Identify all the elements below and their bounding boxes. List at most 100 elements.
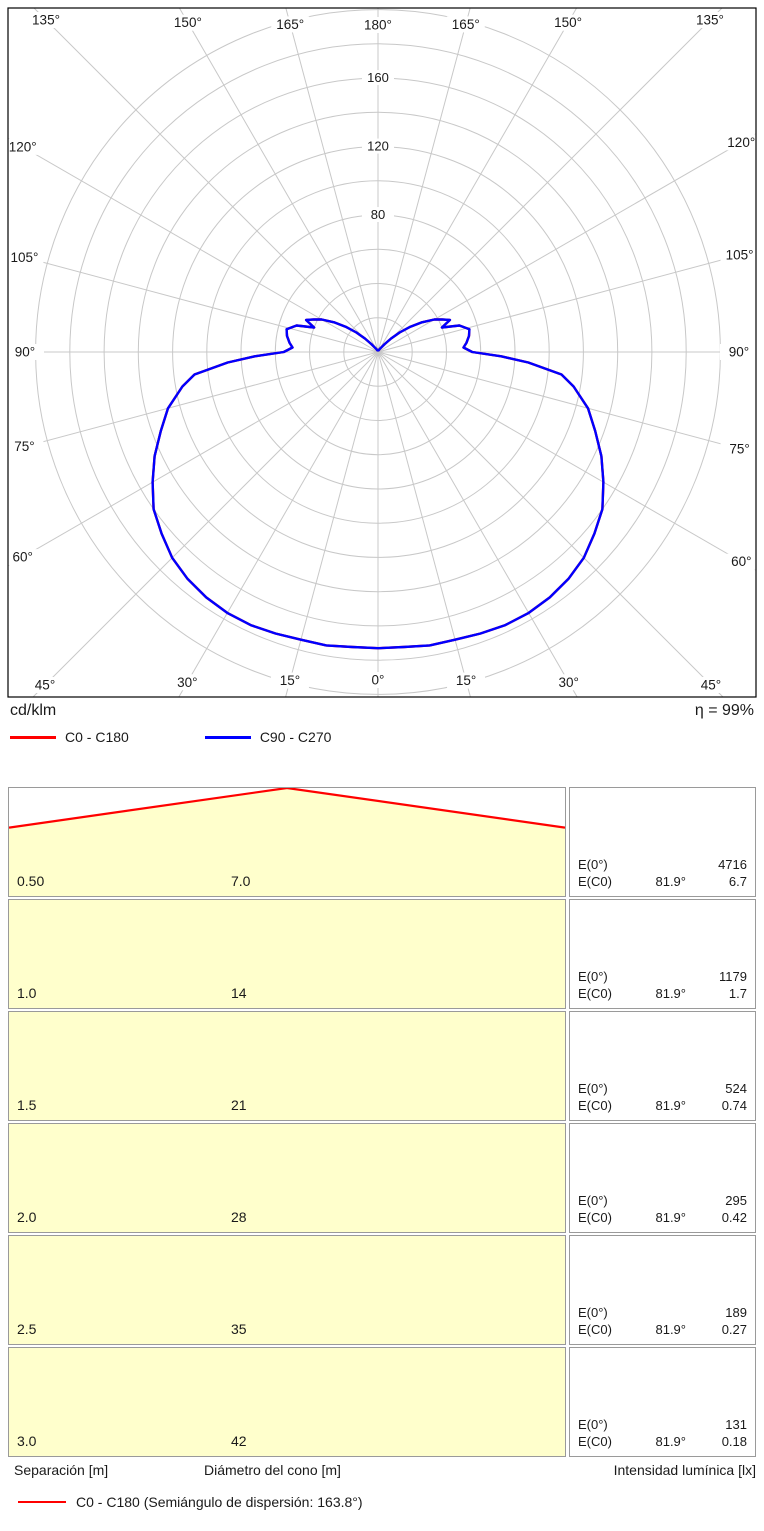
e0-value: 131 [725, 1417, 747, 1432]
efficiency-label: η = 99% [694, 702, 754, 719]
ec0-line: E(C0) 81.9° 0.42 [578, 1209, 747, 1226]
e0-label: E(0°) [578, 857, 608, 872]
angle-tick-label: 90° [729, 345, 749, 360]
ec0-label: E(C0) [578, 874, 612, 889]
radial-tick-label: 120 [367, 139, 389, 154]
c90-c270-curve [151, 318, 605, 650]
angle-tick-label: 15° [456, 673, 476, 688]
cone-table-row-5: 2.5 35 E(0°) 189 E(C0) 81.9° 0.27 [8, 1235, 756, 1345]
angle-tick-label: 75° [14, 439, 34, 454]
cone-table-row-6: 3.0 42 E(0°) 131 E(C0) 81.9° 0.18 [8, 1347, 756, 1457]
e0-label: E(0°) [578, 969, 608, 984]
e0-line: E(0°) 189 [578, 1304, 747, 1321]
c0-c180-line-swatch [10, 735, 56, 739]
e0-angle [624, 856, 686, 873]
e0-line: E(0°) 4716 [578, 856, 747, 873]
radial-tick-label: 80 [371, 207, 385, 222]
ec0-angle: 81.9° [655, 1434, 686, 1449]
e0-label: E(0°) [578, 1193, 608, 1208]
cone-apex-drawing [9, 788, 565, 896]
angle-tick-label: 60° [731, 554, 751, 569]
cone-diameter-value: 21 [231, 1097, 247, 1113]
intensity-cell-1: E(0°) 4716 E(C0) 81.9° 6.7 [569, 787, 756, 897]
ec0-value: 0.27 [721, 1322, 747, 1337]
intensity-cell-4: E(0°) 295 E(C0) 81.9° 0.42 [569, 1123, 756, 1233]
e0-value: 295 [725, 1193, 747, 1208]
legend-item-c0-c180: C0 - C180 [10, 729, 129, 745]
e0-angle [624, 1416, 686, 1433]
cone-legend-label: C0 - C180 (Semiángulo de dispersión: 163… [76, 1494, 363, 1510]
intensity-column-header: Intensidad lumínica [lx] [613, 1462, 756, 1478]
angle-tick-label: 30° [558, 675, 578, 690]
separation-value: 1.5 [17, 1097, 37, 1113]
e0-value: 189 [725, 1305, 747, 1320]
cone-diameter-value: 35 [231, 1321, 247, 1337]
separation-value: 2.5 [17, 1321, 37, 1337]
ec0-line: E(C0) 81.9° 0.27 [578, 1321, 747, 1338]
cone-diameter-value: 14 [231, 985, 247, 1001]
angle-tick-label: 120° [9, 139, 37, 154]
ec0-angle: 81.9° [655, 1322, 686, 1337]
ec0-angle: 81.9° [655, 874, 686, 889]
intensity-cell-2: E(0°) 1179 E(C0) 81.9° 1.7 [569, 899, 756, 1009]
angle-tick-label: 135° [32, 13, 60, 28]
cone-edge-right [286, 788, 565, 829]
cone-legend: C0 - C180 (Semiángulo de dispersión: 163… [8, 1484, 756, 1510]
cone-table-row-3: 1.5 21 E(0°) 524 E(C0) 81.9° 0.74 [8, 1011, 756, 1121]
e0-value: 1179 [719, 969, 747, 984]
ec0-value: 0.74 [721, 1098, 747, 1113]
angle-tick-label: 90° [15, 345, 35, 360]
cone-diameter-value: 42 [231, 1433, 247, 1449]
e0-angle [624, 1080, 686, 1097]
separation-column-header: Separación [m] [14, 1462, 109, 1478]
angle-tick-label: 150° [554, 15, 582, 30]
light-cone-fill [9, 788, 565, 896]
legend-label-c0-c180: C0 - C180 [65, 729, 129, 745]
angle-tick-label: 105° [726, 248, 754, 263]
cone-cell-4: 2.0 28 [8, 1123, 566, 1233]
cone-diameter-value: 28 [231, 1209, 247, 1225]
angle-tick-label: 165° [452, 17, 480, 32]
cone-cell-3: 1.5 21 [8, 1011, 566, 1121]
angle-tick-label: 60° [13, 550, 33, 565]
angle-tick-label: 15° [280, 673, 300, 688]
e0-angle [624, 968, 686, 985]
ec0-label: E(C0) [578, 986, 612, 1001]
radial-tick-label: 160 [367, 70, 389, 85]
ec0-value: 1.7 [728, 986, 747, 1001]
ec0-label: E(C0) [578, 1210, 612, 1225]
polar-diagram-section: 80 120 160 165° 150° 135° 120° 105° 90° 75° 60° 45°… [0, 0, 764, 745]
diameter-column-header: Diámetro del cono [m] [204, 1462, 341, 1478]
separation-value: 2.0 [17, 1209, 37, 1225]
angle-tick-label: 135° [696, 13, 724, 28]
cone-diameter-value: 7.0 [231, 873, 251, 889]
ec0-angle: 81.9° [655, 1210, 686, 1225]
ec0-value: 0.18 [721, 1434, 747, 1449]
e0-angle [624, 1192, 686, 1209]
ec0-line: E(C0) 81.9° 0.18 [578, 1433, 747, 1450]
legend-item-c90-c270: C90 - C270 [204, 729, 331, 745]
c0-c180-line-swatch [18, 1501, 66, 1503]
intensity-cell-5: E(0°) 189 E(C0) 81.9° 0.27 [569, 1235, 756, 1345]
angle-tick-label: 45° [35, 677, 55, 692]
e0-line: E(0°) 1179 [578, 968, 747, 985]
e0-line: E(0°) 524 [578, 1080, 747, 1097]
angle-tick-label: 165° [276, 17, 304, 32]
angle-tick-label: 0° [372, 673, 385, 688]
ec0-line: E(C0) 81.9° 0.74 [578, 1097, 747, 1114]
cone-edge-left [9, 788, 288, 829]
e0-line: E(0°) 131 [578, 1416, 747, 1433]
chart-caption-row: cd/klm η = 99% [0, 700, 764, 720]
unit-label: cd/klm [10, 702, 57, 719]
cone-cell-6: 3.0 42 [8, 1347, 566, 1457]
separation-value: 1.0 [17, 985, 37, 1001]
ec0-value: 6.7 [728, 874, 747, 889]
separation-value: 3.0 [17, 1433, 37, 1449]
angle-tick-label: 75° [729, 441, 749, 456]
ec0-label: E(C0) [578, 1322, 612, 1337]
polar-intensity-chart: 80 120 160 165° 150° 135° 120° 105° 90° 75° 60° 45°… [3, 7, 761, 698]
cone-diagram-section: 0.50 7.0 E(0°) 4716 E(C0) 81.9° 6.7 1.0 [0, 745, 764, 1510]
angle-tick-label: 120° [727, 135, 755, 150]
e0-value: 4716 [718, 857, 747, 872]
cone-table-row-1: 0.50 7.0 E(0°) 4716 E(C0) 81.9° 6.7 [8, 787, 756, 897]
